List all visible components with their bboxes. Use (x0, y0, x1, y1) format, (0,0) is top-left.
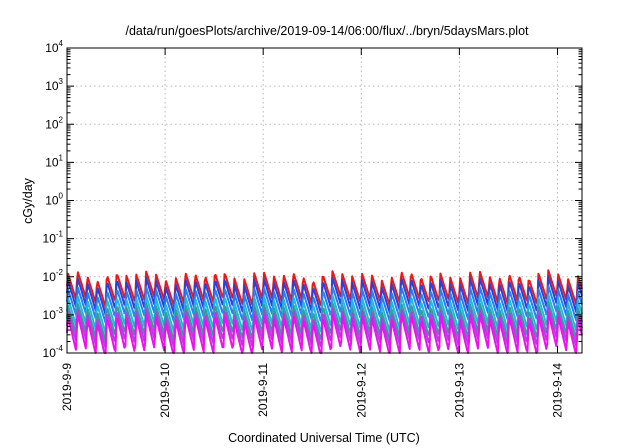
x-tick-label: 2019-9-11 (256, 363, 270, 417)
series-line (66, 301, 583, 343)
y-tick-label: 101 (45, 153, 63, 169)
x-tick-label: 2019-9-13 (452, 363, 466, 418)
y-tick-label: 10-1 (43, 230, 64, 246)
y-axis-label: cGy/day (21, 177, 35, 224)
series-line (66, 306, 583, 350)
y-tick-label: 10-4 (43, 344, 64, 360)
chart-title: /data/run/goesPlots/archive/2019-09-14/0… (125, 24, 529, 38)
y-tick-label: 10-2 (43, 268, 64, 284)
y-tick-label: 10-3 (43, 306, 64, 322)
y-tick-label: 102 (45, 115, 63, 131)
y-tick-labels: 10-4 10-3 10-2 10-1 100 101 102 103 104 (43, 39, 64, 360)
x-tick-label: 2019-9-9 (60, 363, 74, 411)
series-line (66, 284, 583, 324)
x-tick-label: 2019-9-12 (354, 363, 368, 418)
y-tick-label: 103 (45, 77, 63, 93)
y-tick-label: 104 (45, 39, 63, 55)
ticks (66, 47, 582, 354)
x-tick-label: 2019-9-14 (550, 363, 564, 418)
y-tick-label: 100 (45, 192, 63, 208)
series-line (66, 293, 583, 335)
series-line (66, 275, 583, 316)
x-axis-label: Coordinated Universal Time (UTC) (228, 431, 420, 445)
x-tick-labels: 2019-9-9 2019-9-10 2019-9-11 2019-9-12 2019-… (60, 363, 564, 418)
series-group (66, 269, 583, 354)
series-line (66, 269, 583, 309)
series-line (66, 311, 583, 354)
x-tick-label: 2019-9-10 (158, 363, 172, 418)
